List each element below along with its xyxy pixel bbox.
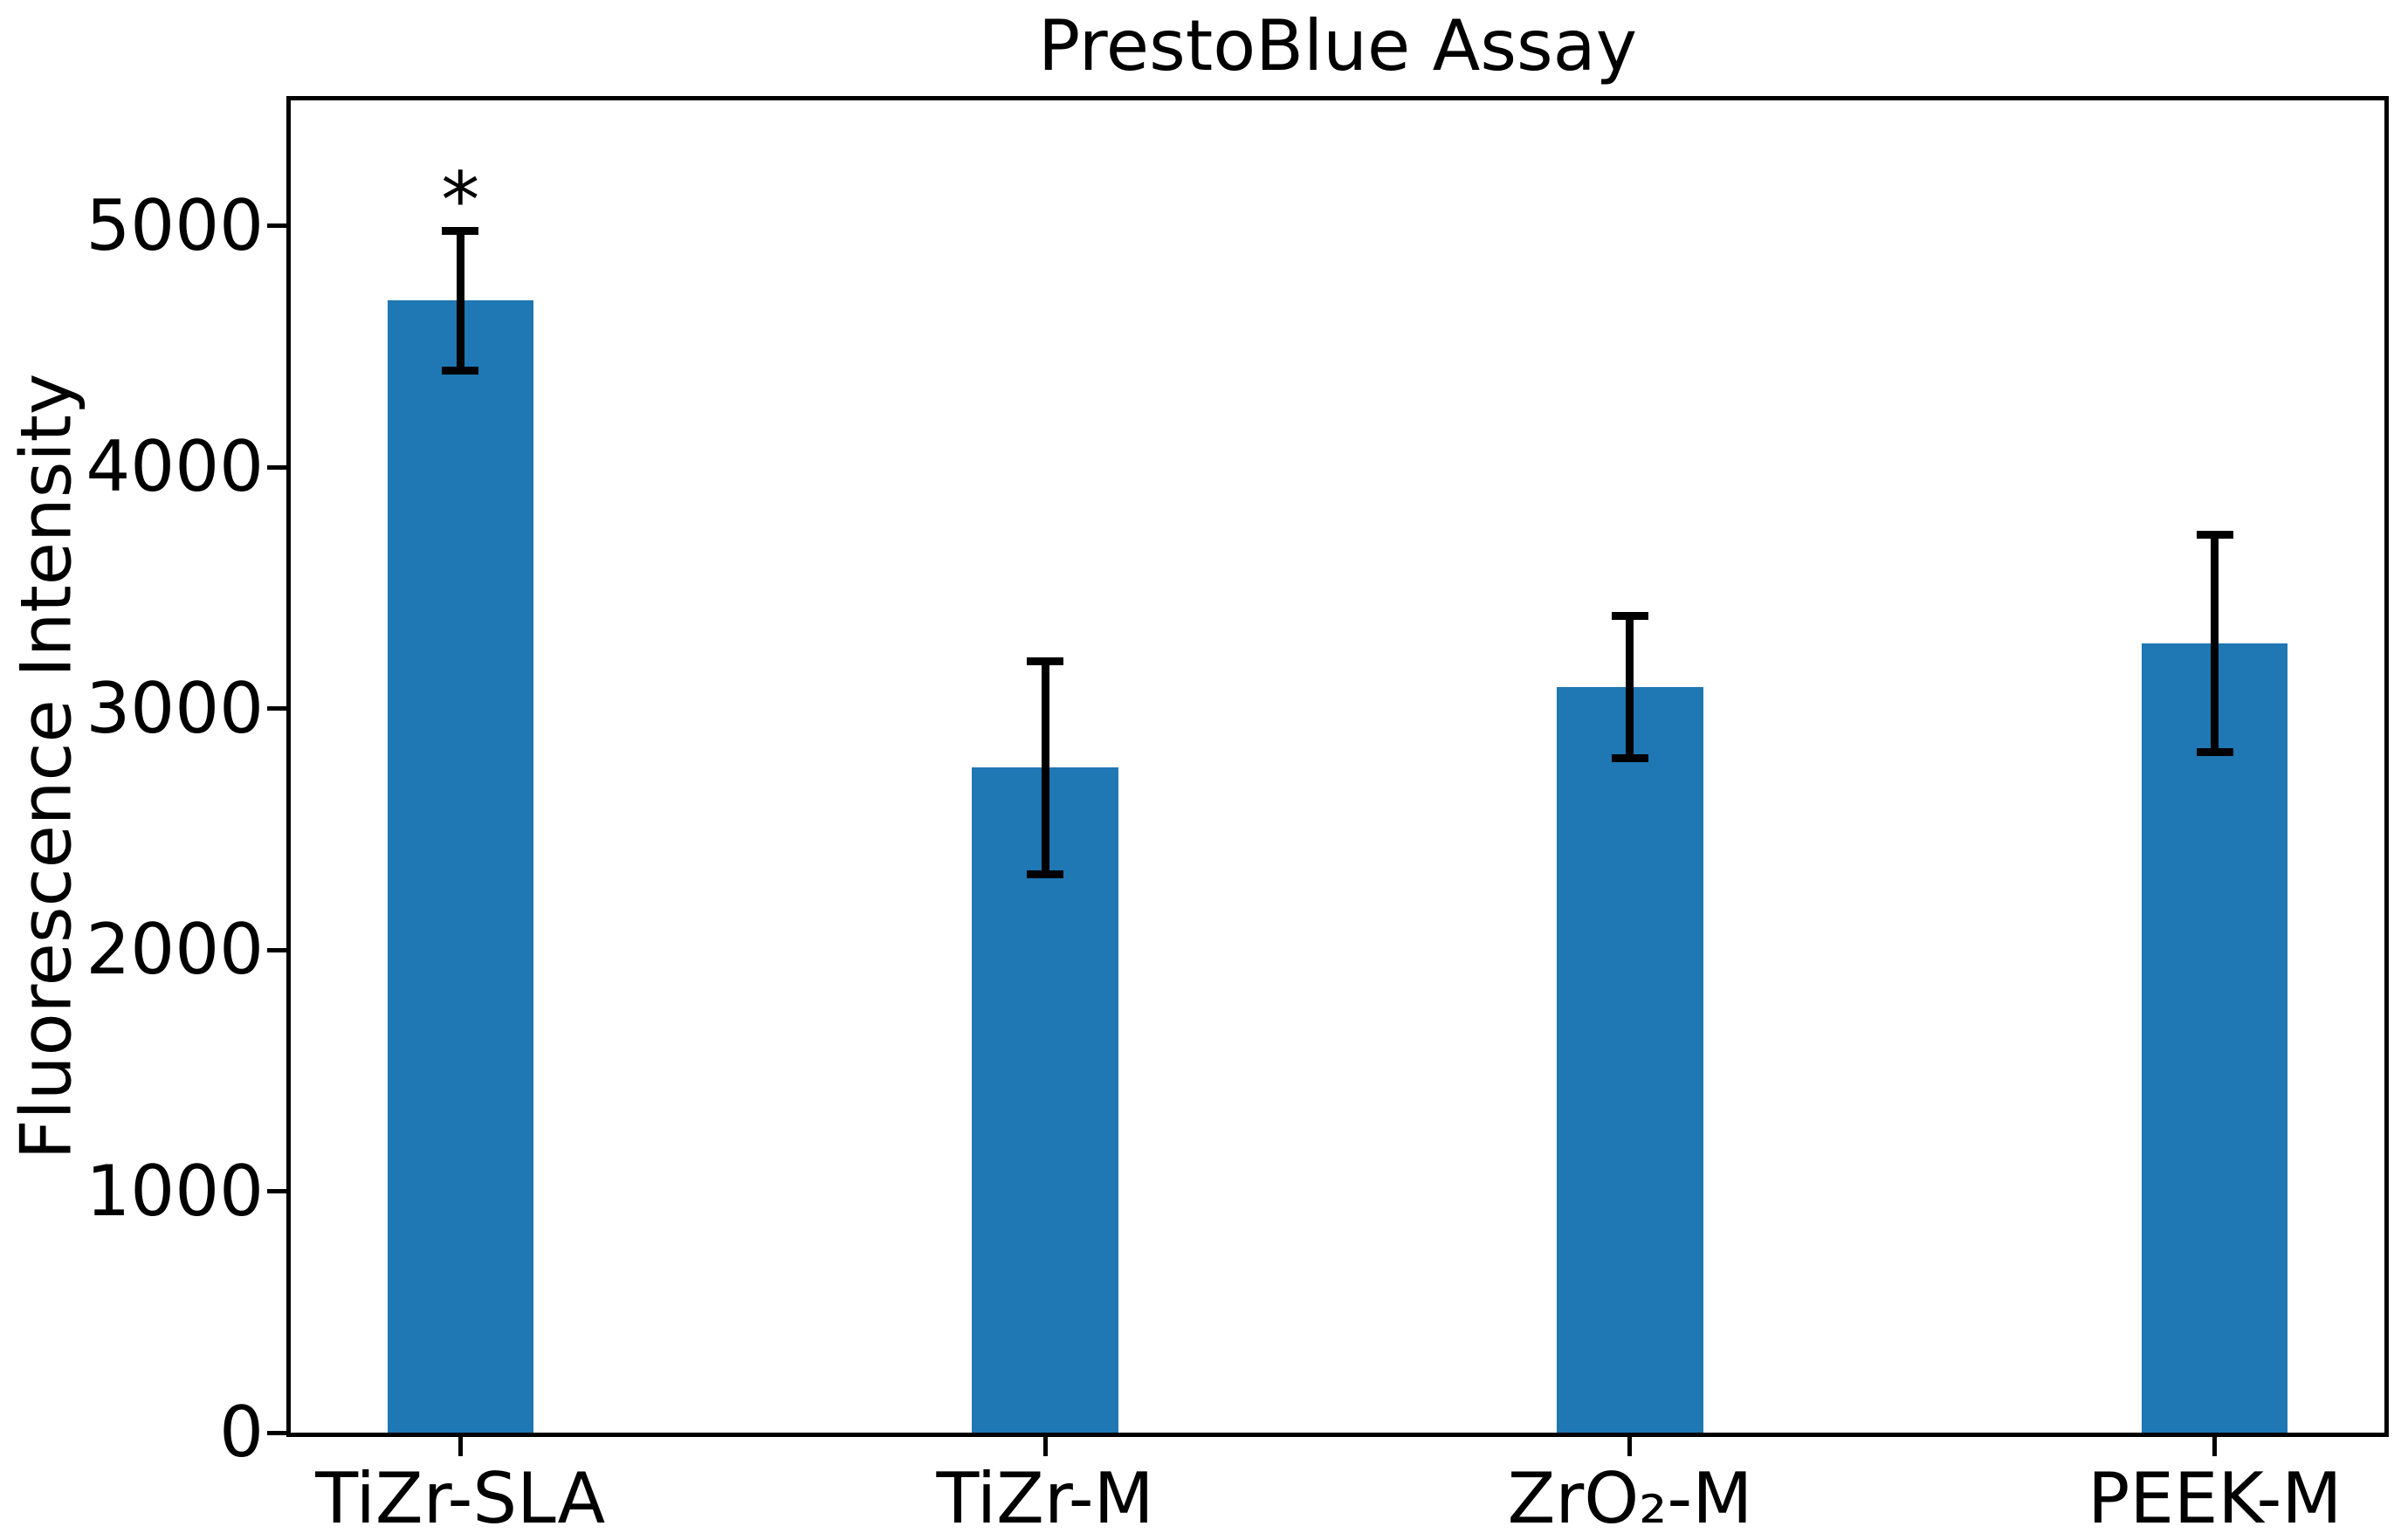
error-bar-tizr-sla: [456, 230, 464, 371]
error-cap-bottom-peek-m: [2196, 747, 2233, 756]
x-tick-label-tizr-m: TiZr-M: [936, 1458, 1154, 1539]
bar-peek-m: [2142, 643, 2288, 1433]
y-tick-label-3000: 3000: [86, 667, 264, 749]
y-tick-mark-5000: [267, 223, 286, 229]
bar-tizr-sla: [387, 300, 533, 1433]
y-tick-mark-2000: [267, 947, 286, 952]
chart-title: PrestoBlue Assay: [1037, 5, 1638, 86]
y-tick-mark-0: [267, 1430, 286, 1435]
significance-marker-tizr-sla: *: [441, 155, 480, 246]
y-tick-mark-4000: [267, 464, 286, 470]
error-cap-top-tizr-sla: [442, 226, 479, 235]
y-tick-label-1000: 1000: [86, 1150, 264, 1232]
error-cap-bottom-zro-m: [1611, 753, 1648, 762]
plot-area: [286, 96, 2389, 1437]
bar-zro-m: [1557, 686, 1703, 1433]
x-tick-mark-tizr-sla: [457, 1437, 463, 1456]
y-tick-label-0: 0: [219, 1392, 264, 1473]
x-tick-label-peek-m: PEEK-M: [2088, 1458, 2343, 1539]
y-tick-label-2000: 2000: [86, 909, 264, 991]
error-bar-peek-m: [2211, 534, 2219, 753]
bar-tizr-m: [972, 767, 1118, 1433]
error-bar-tizr-m: [1041, 661, 1049, 874]
error-cap-top-peek-m: [2196, 531, 2233, 540]
y-tick-mark-1000: [267, 1189, 286, 1194]
error-cap-top-tizr-m: [1027, 657, 1064, 666]
x-tick-mark-zro-m: [1627, 1437, 1633, 1456]
y-tick-label-5000: 5000: [86, 184, 264, 266]
x-tick-label-zro-m: ZrO₂-M: [1507, 1458, 1753, 1539]
y-tick-mark-3000: [267, 706, 286, 712]
error-bar-zro-m: [1626, 615, 1634, 759]
x-tick-mark-tizr-m: [1042, 1437, 1048, 1456]
x-tick-mark-peek-m: [2212, 1437, 2218, 1456]
x-tick-label-tizr-sla: TiZr-SLA: [315, 1458, 606, 1539]
error-cap-bottom-tizr-m: [1027, 870, 1064, 878]
y-tick-label-4000: 4000: [86, 426, 264, 508]
error-cap-bottom-tizr-sla: [442, 367, 479, 375]
error-cap-top-zro-m: [1611, 611, 1648, 620]
